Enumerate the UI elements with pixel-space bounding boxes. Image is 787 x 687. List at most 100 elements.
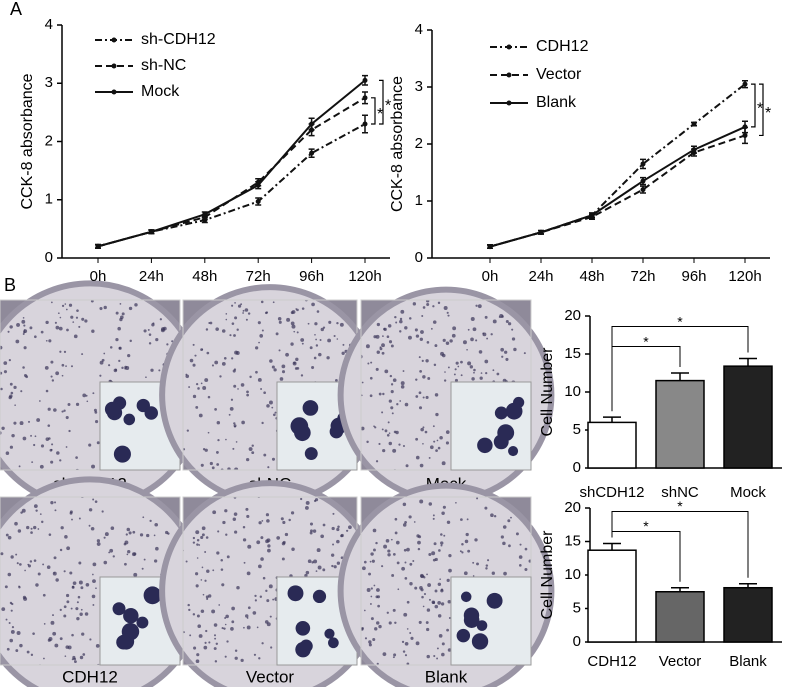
- colony: [340, 534, 343, 538]
- colony: [154, 559, 158, 563]
- colony: [426, 654, 430, 659]
- colony: [330, 553, 335, 557]
- colony: [524, 547, 528, 551]
- point: [362, 121, 368, 127]
- colony: [84, 319, 88, 323]
- colony: [433, 654, 436, 658]
- colony: [304, 505, 309, 510]
- y-axis-title: CCK-8 absorbance: [19, 73, 36, 209]
- colony: [337, 525, 340, 529]
- colony: [311, 366, 315, 370]
- significance-label: *: [385, 97, 391, 114]
- inset-colony: [116, 634, 131, 650]
- colony: [319, 339, 322, 342]
- colony: [333, 565, 337, 569]
- colony: [386, 611, 389, 614]
- colony: [112, 555, 115, 558]
- colony: [145, 376, 147, 379]
- colony: [166, 343, 169, 346]
- colony: [369, 603, 372, 605]
- colony: [399, 400, 402, 402]
- colony: [33, 504, 38, 509]
- colony: [378, 392, 382, 396]
- colony: [311, 561, 314, 564]
- colony: [327, 338, 332, 343]
- colony: [437, 446, 441, 450]
- colony: [66, 328, 69, 332]
- colony: [406, 600, 410, 604]
- colony: [85, 394, 88, 397]
- colony: [245, 318, 248, 321]
- colony: [231, 322, 235, 325]
- colony: [3, 361, 8, 365]
- colony: [236, 328, 239, 331]
- colony: [47, 424, 51, 427]
- colony: [189, 358, 194, 363]
- colony: [7, 330, 10, 333]
- colony: [395, 321, 398, 324]
- inset-colony: [144, 406, 158, 420]
- colony: [33, 443, 36, 447]
- colony: [284, 532, 289, 537]
- significance-label: *: [677, 498, 683, 514]
- colony: [485, 372, 488, 375]
- colony: [128, 306, 133, 311]
- inset-colony: [463, 607, 480, 623]
- colony: [81, 632, 85, 636]
- colony: [42, 593, 46, 597]
- inset-colony: [497, 424, 515, 442]
- colony: [443, 305, 448, 310]
- colony: [20, 390, 23, 393]
- colony: [69, 571, 73, 575]
- colony: [47, 407, 51, 411]
- colony: [415, 437, 419, 441]
- colony: [5, 618, 8, 621]
- inset-colony: [508, 446, 519, 457]
- colony: [402, 502, 407, 507]
- colony: [388, 399, 392, 403]
- colony: [499, 313, 504, 318]
- colony: [487, 559, 490, 562]
- colony: [188, 608, 191, 612]
- colony: [69, 510, 73, 514]
- colony: [248, 447, 253, 452]
- colony: [59, 350, 62, 353]
- point: [589, 212, 595, 218]
- colony: [376, 588, 380, 592]
- inset: [450, 576, 532, 666]
- colony: [438, 634, 443, 638]
- colony: [336, 527, 340, 532]
- colony: [0, 387, 3, 391]
- colony: [92, 604, 95, 606]
- colony: [9, 325, 13, 329]
- colony: [115, 337, 119, 342]
- colony: [247, 544, 252, 549]
- legend-label: Blank: [536, 94, 577, 111]
- colony: [124, 562, 127, 566]
- point: [742, 124, 748, 130]
- colony: [30, 434, 32, 437]
- colony: [406, 547, 410, 552]
- colony: [95, 644, 100, 648]
- colony: [272, 598, 275, 601]
- colony: [19, 563, 22, 566]
- colony: [77, 595, 81, 599]
- colony: [293, 361, 296, 365]
- colony: [23, 329, 26, 331]
- x-tick-label: 48h: [192, 268, 217, 285]
- colony: [71, 518, 73, 521]
- colony: [52, 614, 54, 617]
- point: [691, 147, 697, 153]
- colony: [379, 347, 383, 351]
- colony: [269, 615, 272, 618]
- colony: [230, 398, 234, 401]
- colony: [213, 647, 217, 651]
- colony: [464, 539, 469, 544]
- colony: [29, 560, 33, 563]
- colony: [229, 406, 234, 411]
- significance-bracket: [611, 511, 749, 578]
- colony: [82, 653, 86, 656]
- colony: [265, 513, 270, 517]
- colony: [427, 583, 432, 587]
- colony: [507, 322, 512, 326]
